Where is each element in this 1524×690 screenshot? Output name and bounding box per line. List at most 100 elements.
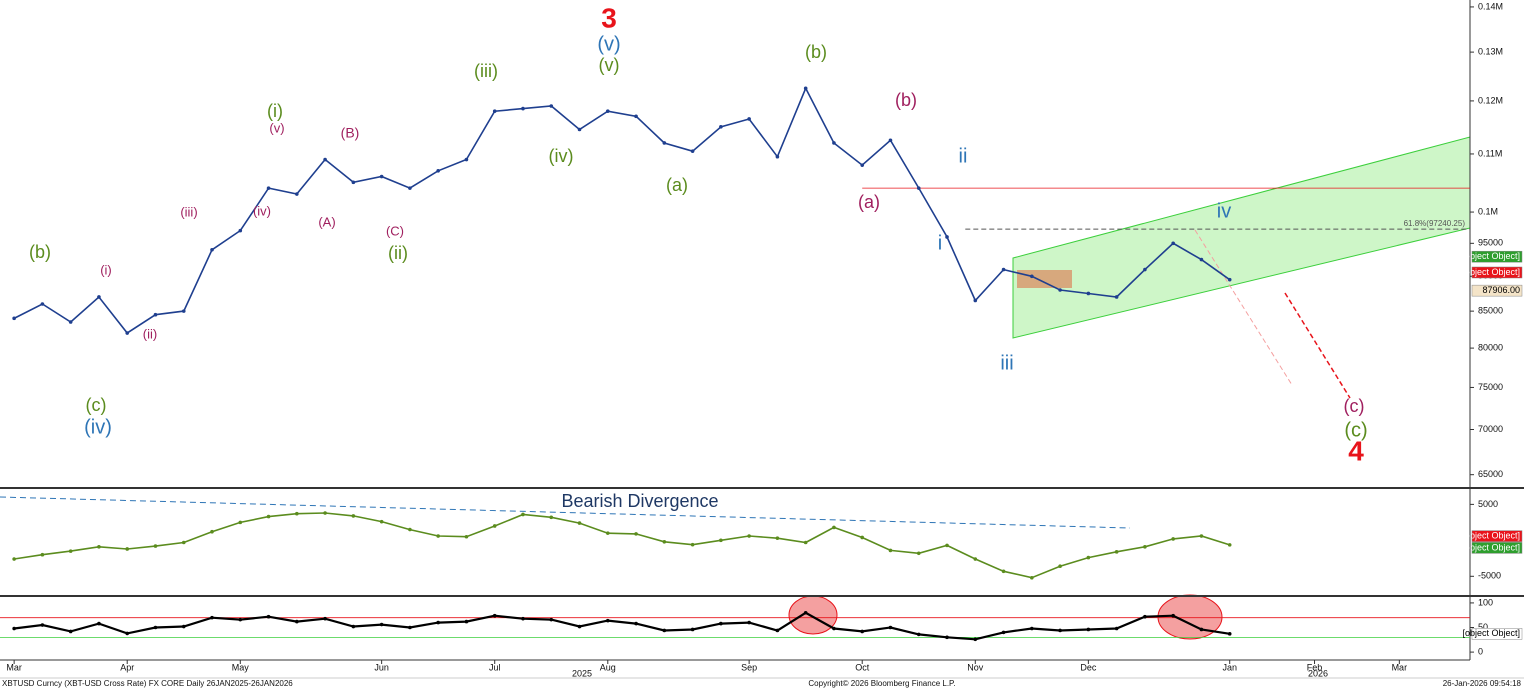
wave-label: 3: [601, 2, 617, 33]
y-tick-label: 95000: [1478, 238, 1503, 248]
data-point: [605, 109, 610, 113]
y-tick-label: 50: [1478, 622, 1488, 632]
data-point: [379, 622, 384, 627]
data-point: [662, 628, 667, 633]
data-point: [662, 141, 667, 145]
data-point: [549, 104, 554, 108]
x-tick-label: Jun: [374, 662, 389, 672]
data-point: [210, 529, 214, 534]
wave-label: (b): [895, 90, 917, 110]
data-point: [521, 106, 525, 111]
price-tag: [1471, 628, 1523, 640]
data-point: [803, 540, 808, 545]
wave-label: (iv): [253, 203, 271, 218]
price-tag: [1471, 530, 1523, 542]
data-point: [888, 138, 893, 143]
wave-label: (ii): [143, 326, 157, 341]
price-tag-label: [object Object]: [1462, 531, 1520, 541]
data-point: [153, 544, 158, 548]
price-tag: [1471, 250, 1523, 263]
data-point: [464, 534, 469, 539]
wave-label: (ii): [388, 243, 408, 263]
data-point: [125, 547, 130, 551]
y-tick-label: 0.11M: [1478, 148, 1502, 158]
data-point: [1086, 291, 1091, 296]
x-tick-label: Mar: [1392, 662, 1408, 672]
data-point: [662, 539, 667, 544]
data-point: [181, 540, 186, 545]
data-point: [408, 527, 412, 532]
data-point: [1086, 555, 1091, 560]
wave-label: (c): [1344, 396, 1365, 416]
data-point: [97, 621, 101, 626]
series-line: [13, 512, 1230, 579]
data-point: [1030, 575, 1034, 580]
data-point: [210, 247, 214, 252]
data-point: [1171, 537, 1175, 541]
data-point: [775, 536, 780, 540]
data-point: [690, 627, 695, 632]
data-point: [1227, 632, 1232, 636]
wave-label: (v): [599, 55, 620, 75]
data-point: [1227, 543, 1232, 547]
data-point: [323, 511, 327, 515]
wave-label: (iv): [84, 416, 112, 438]
data-point: [68, 320, 73, 324]
data-point: [1114, 550, 1119, 554]
data-point: [803, 86, 808, 91]
data-point: [634, 532, 638, 536]
price-tag-label: [object Object]: [1462, 251, 1520, 261]
wave-label: (c): [86, 395, 107, 415]
wave-label: iii: [1000, 352, 1013, 374]
data-point: [916, 186, 921, 190]
data-point: [295, 619, 299, 624]
data-point: [1001, 569, 1006, 574]
data-point: [549, 617, 554, 622]
wave-label: (i): [100, 262, 112, 277]
data-point: [888, 625, 893, 630]
data-point: [295, 511, 299, 516]
data-point: [153, 312, 158, 317]
price-tag-label: [object Object]: [1462, 542, 1520, 552]
y-tick-label: 65000: [1478, 469, 1503, 479]
data-point: [351, 514, 356, 518]
data-point: [1114, 626, 1119, 631]
data-point: [40, 552, 45, 557]
y-tick-label: 70000: [1478, 424, 1503, 434]
data-point: [125, 331, 130, 335]
wave-label: (iv): [549, 146, 574, 166]
data-point: [577, 624, 582, 629]
wave-label: 4: [1348, 435, 1364, 466]
data-point: [1114, 295, 1119, 299]
highlight: [788, 595, 838, 635]
data-point: [1199, 534, 1204, 538]
data-point: [860, 629, 865, 634]
data-point: [973, 637, 978, 642]
data-point: [379, 174, 384, 179]
wave-label: (a): [858, 192, 880, 212]
series-line: [13, 611, 1230, 641]
data-point: [295, 192, 299, 196]
data-point: [945, 543, 949, 548]
data-point: [1227, 277, 1232, 282]
data-point: [238, 520, 243, 525]
data-point: [379, 519, 384, 524]
trend-channel: [1012, 136, 1471, 339]
data-point: [1030, 274, 1034, 279]
wave-label: (c): [1344, 419, 1367, 441]
divergence-line: [0, 496, 1131, 529]
data-point: [1171, 241, 1175, 246]
wave-label: (i): [267, 101, 283, 121]
data-point: [605, 618, 610, 623]
data-point: [1030, 626, 1034, 631]
wave-label: (v): [597, 33, 620, 55]
data-point: [549, 515, 554, 520]
data-point: [436, 169, 440, 173]
data-point: [1171, 613, 1175, 618]
data-point: [323, 157, 327, 162]
x-tick-label: Jan: [1222, 662, 1237, 672]
data-point: [1086, 627, 1091, 632]
y-tick-label: 0.13M: [1478, 46, 1503, 56]
data-point: [775, 154, 780, 159]
wave-label: (C): [386, 223, 404, 238]
